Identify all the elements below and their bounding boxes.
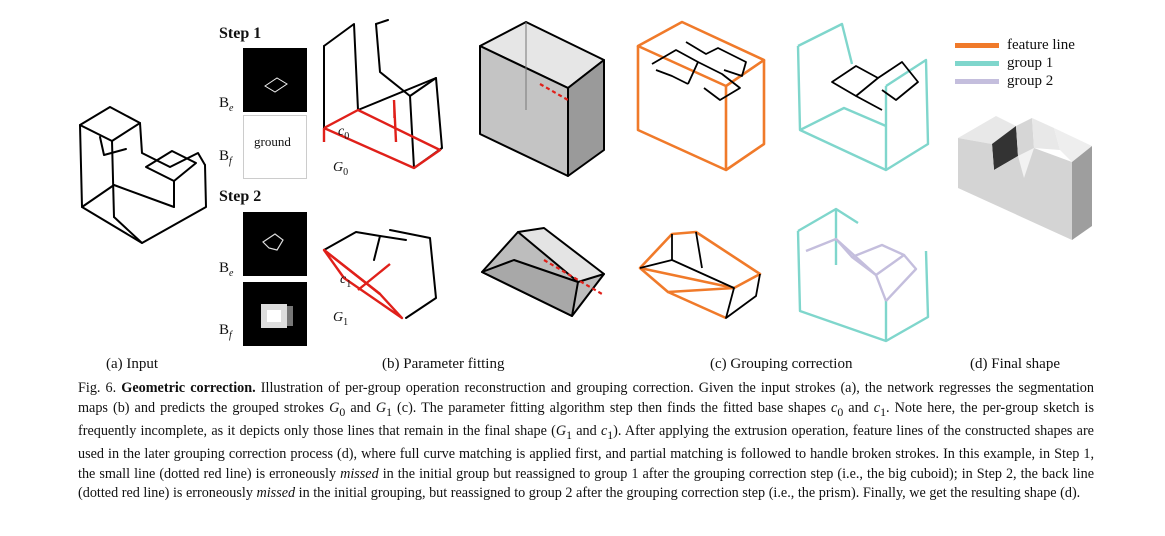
figure: Step 1 Step 2 ground Be Bf Be Bf c0 G0 — [79, 19, 1092, 372]
bf-label-step2: Bf — [219, 322, 232, 341]
caption-text: and — [843, 399, 874, 416]
fitted-prism — [481, 227, 605, 317]
legend-swatch — [955, 60, 999, 66]
fitting-step1-sketch — [322, 19, 443, 170]
bf-label-step1: Bf — [219, 148, 232, 167]
legend-label: group 1 — [1007, 54, 1054, 71]
grouping-step2-sketch — [638, 230, 762, 320]
caption-subscript: 1 — [386, 404, 393, 419]
step1-label: Step 1 — [219, 25, 262, 42]
ground-label: ground — [254, 134, 291, 149]
legend-item-group-1: group 1 — [955, 54, 1053, 72]
legend-item-group-2: group 2 — [955, 72, 1053, 90]
caption-symbol: G — [555, 422, 567, 439]
final-shape — [958, 116, 1092, 240]
legend-swatch — [955, 42, 999, 48]
fitting-step2-sketch — [322, 229, 437, 320]
g1-label: G1 — [333, 310, 349, 328]
caption-text: ). After applying the extrusion operatio… — [78, 422, 1094, 482]
fitted-cuboid — [479, 21, 605, 177]
group-colored-step2 — [796, 207, 930, 343]
grouping-step1-sketch — [636, 20, 766, 172]
bf-map-step1: ground — [243, 115, 307, 179]
caption-text: in the initial group but reassigned to g… — [78, 465, 1094, 502]
input-sketch — [79, 106, 207, 244]
caption-text: in the initial grouping, but reassigned … — [295, 485, 1081, 502]
caption-text: Illustration of per-group operation reco… — [78, 380, 1094, 416]
be-map-step1 — [243, 48, 307, 112]
caption-symbol: G — [329, 399, 340, 416]
caption-symbol: c — [600, 422, 608, 439]
c1-label: c1 — [340, 272, 352, 290]
g0-label: G0 — [333, 160, 349, 178]
c0-label: c0 — [338, 124, 350, 142]
legend-swatch — [955, 78, 999, 84]
step2-label: Step 2 — [219, 188, 262, 205]
bf-map-step2 — [243, 282, 307, 346]
caption-subscript: 0 — [339, 404, 346, 419]
caption-text: (c). The parameter fitting algorithm ste… — [392, 399, 832, 416]
caption-subscript: 0 — [837, 404, 844, 419]
caption-subscript: 1 — [607, 427, 614, 442]
legend-item-feature-line: feature line — [955, 36, 1075, 54]
be-label-step2: Be — [219, 260, 234, 279]
caption-text: . Note here, the per-group sketch is fre… — [78, 399, 1094, 439]
caption-title: Geometric correction. — [121, 380, 256, 396]
caption-emphasis: missed — [340, 465, 379, 482]
panel-label-c: (c) Grouping correction — [710, 356, 853, 372]
legend-label: feature line — [1007, 36, 1075, 53]
be-label-step1: Be — [219, 95, 234, 114]
be-map-step2 — [243, 212, 307, 276]
figure-caption: Fig. 6. Geometric correction. Illustrati… — [78, 379, 1094, 504]
legend-label: group 2 — [1007, 72, 1054, 89]
panel-label-d: (d) Final shape — [970, 356, 1060, 372]
caption-symbol: c — [831, 399, 838, 416]
caption-subscript: 1 — [880, 404, 887, 419]
caption-text: and — [572, 422, 601, 439]
caption-subscript: 1 — [566, 427, 573, 442]
caption-emphasis: missed — [256, 485, 296, 502]
caption-symbol: c — [873, 399, 881, 416]
panel-label-a: (a) Input — [106, 356, 159, 372]
caption-text: and — [345, 399, 376, 416]
panel-label-b: (b) Parameter fitting — [382, 356, 505, 372]
caption-fig-number: Fig. 6. — [78, 380, 117, 396]
caption-symbol: G — [375, 399, 387, 416]
group-colored-step1 — [796, 22, 930, 172]
